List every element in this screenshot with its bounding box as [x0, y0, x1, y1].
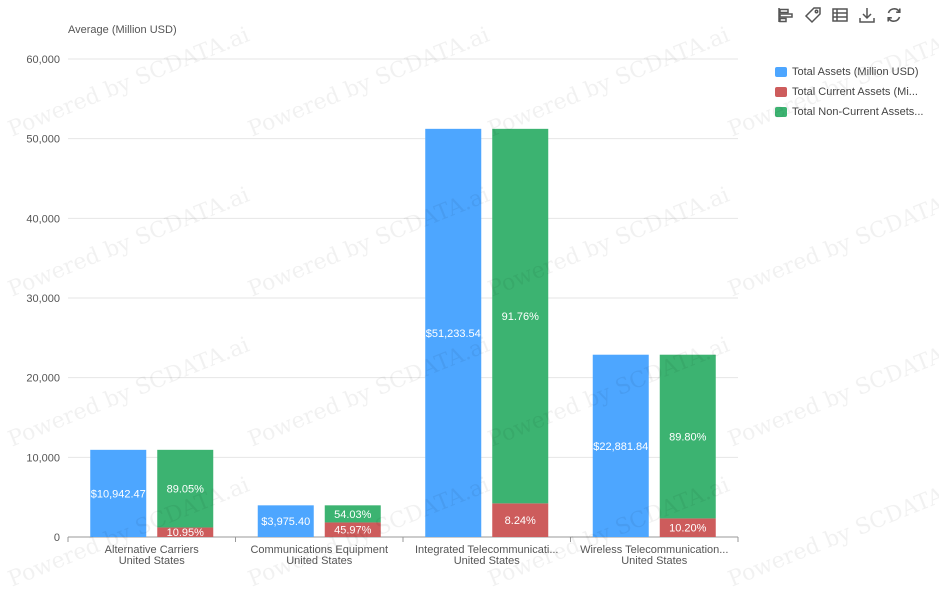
- bar-total-current-assets[interactable]: [324, 522, 381, 537]
- legend-item-total-current-assets[interactable]: Total Current Assets (Mi...: [775, 82, 923, 102]
- bar-total-current-assets[interactable]: [659, 518, 716, 537]
- x-tick-label: United States: [621, 555, 688, 567]
- data-label-non-current-assets: 91.76%: [502, 311, 540, 323]
- y-tick-label: 10,000: [26, 452, 60, 464]
- legend-label: Total Current Assets (Mi...: [792, 86, 918, 98]
- bar-chart-icon[interactable]: [777, 6, 795, 24]
- bar-total-non-current-assets[interactable]: [659, 354, 716, 519]
- data-label-non-current-assets: 54.03%: [334, 509, 372, 521]
- x-tick-label: Communications Equipment: [250, 544, 388, 556]
- legend-swatch: [775, 67, 787, 77]
- bar-total-assets[interactable]: [425, 128, 482, 537]
- data-label-current-assets: 10.95%: [167, 527, 205, 539]
- x-tick-label: United States: [119, 555, 186, 567]
- bar-total-assets[interactable]: [90, 449, 147, 537]
- data-label-total-assets: $22,881.84: [593, 441, 648, 453]
- bar-total-current-assets[interactable]: [157, 527, 214, 537]
- data-label-non-current-assets: 89.80%: [669, 432, 707, 444]
- download-icon[interactable]: [858, 6, 876, 24]
- bars: $10,942.47 10.95% 89.05% $3,975.40 45.97% 54.…: [90, 128, 716, 539]
- data-label-total-assets: $3,975.40: [261, 516, 310, 528]
- data-label-current-assets: 45.97%: [334, 525, 372, 537]
- x-tick-label: Integrated Telecommunicati...: [415, 544, 558, 556]
- legend: Total Assets (Million USD) Total Current…: [775, 62, 923, 122]
- y-tick-label: 30,000: [26, 293, 60, 305]
- bar-total-non-current-assets[interactable]: [324, 505, 381, 523]
- legend-item-total-assets[interactable]: Total Assets (Million USD): [775, 62, 923, 82]
- data-label-total-assets: $51,233.54: [426, 328, 481, 340]
- legend-item-total-non-current-assets[interactable]: Total Non-Current Assets...: [775, 102, 923, 122]
- legend-swatch: [775, 87, 787, 97]
- x-tick-label: United States: [286, 555, 353, 567]
- bar-total-non-current-assets[interactable]: [157, 449, 214, 528]
- refresh-icon[interactable]: [885, 6, 903, 24]
- y-tick-label: 50,000: [26, 134, 60, 146]
- y-axis-title: Average (Million USD): [68, 24, 177, 36]
- data-label-current-assets: 10.20%: [669, 523, 707, 535]
- bar-total-assets[interactable]: [592, 354, 649, 537]
- y-tick-label: 40,000: [26, 213, 60, 225]
- x-tick-label: United States: [454, 555, 521, 567]
- y-tick-label: 0: [54, 532, 60, 544]
- data-label-current-assets: 8.24%: [505, 515, 536, 527]
- bar-total-current-assets[interactable]: [492, 503, 549, 537]
- legend-label: Total Assets (Million USD): [792, 66, 919, 78]
- chart-toolbar: [777, 6, 903, 24]
- bar-total-non-current-assets[interactable]: [492, 128, 549, 504]
- tag-icon[interactable]: [804, 6, 822, 24]
- legend-swatch: [775, 107, 787, 117]
- bar-total-assets[interactable]: [257, 505, 314, 537]
- y-tick-label: 20,000: [26, 373, 60, 385]
- table-icon[interactable]: [831, 6, 849, 24]
- legend-label: Total Non-Current Assets...: [792, 106, 924, 118]
- x-tick-label: Alternative Carriers: [105, 544, 200, 556]
- y-tick-label: 60,000: [26, 54, 60, 66]
- x-tick-label: Wireless Telecommunication...: [580, 544, 728, 556]
- data-label-total-assets: $10,942.47: [91, 488, 146, 500]
- data-label-non-current-assets: 89.05%: [167, 484, 205, 496]
